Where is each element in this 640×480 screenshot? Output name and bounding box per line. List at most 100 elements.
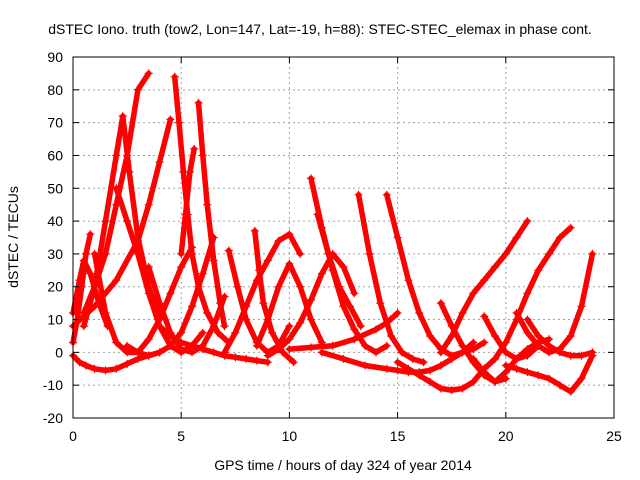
data-point-marker	[588, 348, 597, 357]
data-point-marker	[123, 341, 132, 350]
data-point-marker	[523, 328, 532, 337]
data-point-marker	[101, 217, 110, 226]
series-pass-26	[393, 358, 489, 395]
data-point-marker	[296, 318, 305, 327]
data-point-marker	[112, 338, 121, 347]
data-point-marker	[285, 335, 294, 344]
data-point-marker	[545, 374, 554, 383]
data-point-marker	[155, 299, 164, 308]
data-point-marker	[577, 302, 586, 311]
data-point-marker	[356, 322, 365, 331]
data-point-marker	[233, 282, 242, 291]
data-point-marker	[523, 217, 532, 226]
data-point-marker	[523, 315, 532, 324]
data-point-marker	[588, 249, 597, 258]
data-point-marker	[82, 361, 90, 370]
data-point-marker	[339, 354, 348, 363]
y-tick-label: -20	[43, 410, 63, 426]
y-tick-label: 80	[47, 82, 63, 98]
data-point-marker	[408, 354, 417, 363]
data-point-marker	[361, 341, 370, 350]
data-point-marker	[112, 184, 121, 193]
data-point-marker	[224, 246, 233, 255]
data-point-marker	[372, 348, 380, 357]
data-point-marker	[101, 309, 110, 317]
series-line	[70, 257, 111, 329]
data-point-marker	[112, 364, 121, 373]
data-point-marker	[101, 249, 110, 258]
data-point-marker	[278, 348, 287, 357]
data-point-marker	[86, 230, 95, 239]
data-point-marker	[376, 299, 385, 308]
data-point-marker	[198, 269, 207, 278]
data-point-marker	[285, 322, 294, 331]
data-point-marker	[263, 315, 272, 324]
data-point-marker	[274, 282, 283, 291]
data-point-marker	[155, 322, 164, 331]
data-point-marker	[419, 358, 428, 367]
data-point-marker	[447, 354, 456, 363]
data-point-marker	[133, 348, 142, 357]
data-point-marker	[577, 374, 586, 383]
data-point-marker	[252, 356, 261, 365]
data-point-marker	[90, 364, 99, 373]
data-point-marker	[112, 276, 121, 285]
data-point-marker	[555, 348, 564, 357]
data-point-marker	[393, 366, 402, 375]
data-point-marker	[216, 299, 225, 308]
data-point-marker	[194, 98, 203, 107]
data-point-marker	[324, 249, 333, 258]
data-point-marker	[501, 348, 510, 357]
data-point-marker	[365, 249, 374, 258]
data-point-marker	[491, 377, 499, 386]
series-line	[384, 192, 487, 359]
data-point-marker	[144, 351, 153, 360]
data-point-marker	[175, 118, 183, 127]
y-tick-label: 30	[47, 246, 63, 262]
series-pass-34	[523, 315, 597, 360]
data-point-marker	[426, 332, 435, 340]
data-point-marker	[480, 312, 489, 321]
plot-frame	[72, 56, 615, 419]
series-pass-19	[263, 249, 359, 360]
x-tick-label: 10	[282, 428, 298, 444]
series-pass-18	[252, 259, 326, 350]
data-point-marker	[393, 309, 402, 317]
data-point-marker	[144, 289, 153, 298]
series-pass-23	[354, 190, 428, 367]
data-point-marker	[555, 233, 564, 242]
data-point-marker	[274, 345, 283, 354]
data-point-marker	[404, 364, 413, 373]
data-point-marker	[86, 269, 95, 278]
series-layer	[69, 69, 597, 396]
data-point-marker	[393, 233, 402, 242]
y-tick-label: 60	[47, 147, 63, 163]
data-point-marker	[231, 353, 240, 362]
data-point-marker	[566, 332, 575, 340]
x-tick-label: 0	[69, 428, 77, 444]
series-line	[286, 310, 401, 352]
y-tick-label: 70	[47, 115, 63, 131]
data-point-marker	[458, 384, 467, 393]
data-point-marker	[361, 361, 370, 370]
data-point-marker	[458, 309, 467, 317]
data-point-marker	[79, 322, 88, 331]
data-point-marker	[415, 371, 424, 380]
data-point-marker	[198, 345, 207, 354]
data-point-marker	[491, 263, 499, 271]
data-point-marker	[259, 299, 268, 308]
data-point-marker	[155, 348, 164, 357]
data-point-marker	[480, 364, 489, 373]
data-point-marker	[555, 381, 564, 390]
data-point-marker	[79, 309, 88, 317]
data-point-marker	[263, 256, 272, 265]
data-point-marker	[523, 368, 532, 377]
data-point-marker	[534, 371, 543, 380]
data-point-marker	[75, 276, 84, 285]
data-point-marker	[447, 332, 456, 340]
data-point-marker	[133, 249, 142, 258]
data-point-marker	[307, 295, 315, 304]
data-point-marker	[354, 190, 363, 199]
data-point-marker	[317, 348, 326, 357]
data-point-marker	[79, 256, 88, 265]
